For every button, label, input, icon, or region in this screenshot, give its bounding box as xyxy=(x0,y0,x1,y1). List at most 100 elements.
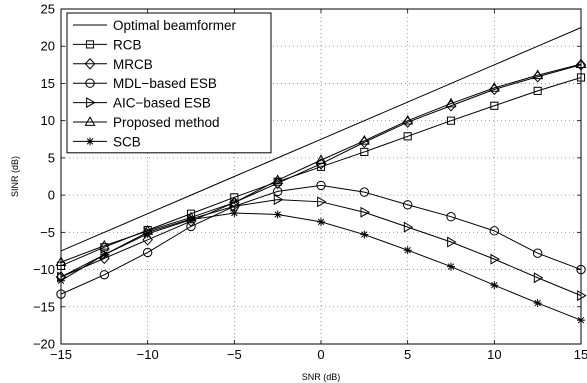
legend-marker xyxy=(85,78,95,88)
legend-entry-2: MRCB xyxy=(73,57,153,72)
data-point xyxy=(99,270,110,280)
x-tick-label: −15 xyxy=(50,347,72,362)
x-tick-label: 15 xyxy=(574,347,587,362)
data-point xyxy=(402,114,414,125)
data-point xyxy=(230,193,239,202)
x-tick-label: 10 xyxy=(487,347,501,362)
data-point xyxy=(447,262,455,271)
data-point xyxy=(488,82,500,92)
legend-entry-3: MDL−based ESB xyxy=(73,76,217,91)
grid xyxy=(61,9,581,344)
data-point xyxy=(315,154,327,164)
data-point xyxy=(532,69,544,80)
data-point xyxy=(360,147,369,157)
star-stroke xyxy=(404,246,411,254)
data-point xyxy=(317,196,327,208)
legend-entry-0: Optimal beamformer xyxy=(73,18,237,33)
data-point xyxy=(490,281,499,290)
y-tick-label: −20 xyxy=(33,337,55,352)
y-tick-label: −10 xyxy=(33,262,55,277)
data-point xyxy=(403,246,412,255)
data-point xyxy=(228,196,240,207)
data-point xyxy=(532,248,543,258)
data-point xyxy=(317,217,325,226)
star-stroke xyxy=(144,230,151,238)
data-point xyxy=(230,208,239,217)
legend-label: RCB xyxy=(113,37,142,52)
series-0 xyxy=(60,27,582,252)
data-point xyxy=(360,230,369,239)
data-point xyxy=(445,97,457,108)
data-point xyxy=(403,132,412,141)
legend-label: Proposed method xyxy=(113,115,220,130)
legend-entry-5: Proposed method xyxy=(73,115,220,130)
y-tick-label: 20 xyxy=(41,39,55,54)
x-tick-label: 5 xyxy=(404,347,411,362)
legend-marker xyxy=(84,116,96,126)
data-point xyxy=(490,253,500,265)
y-tick-label: 25 xyxy=(41,2,55,17)
data-point xyxy=(143,229,152,238)
data-point xyxy=(446,116,456,125)
y-tick-label: −15 xyxy=(33,299,55,314)
legend: Optimal beamformer RCB MRCB MDL−based ESB AI… xyxy=(66,12,272,154)
legend-marker xyxy=(86,97,96,109)
star-stroke xyxy=(101,251,108,258)
data-point xyxy=(359,187,370,197)
series-line xyxy=(60,27,582,252)
y-axis-label: SINR (dB) xyxy=(10,156,20,197)
star-stroke xyxy=(187,216,195,223)
x-tick-label: −5 xyxy=(227,347,242,362)
y-tick-label: 15 xyxy=(41,76,55,91)
data-point xyxy=(533,299,542,308)
data-point xyxy=(273,194,284,206)
legend-label: Optimal beamformer xyxy=(113,18,237,33)
data-point xyxy=(490,101,499,110)
data-point xyxy=(142,247,153,258)
data-point xyxy=(489,226,500,236)
y-tick-label: 10 xyxy=(41,113,55,128)
legend-marker xyxy=(84,58,96,70)
data-point xyxy=(98,239,110,250)
legend-label: AIC−based ESB xyxy=(113,96,211,111)
data-point xyxy=(272,186,283,197)
y-tick-label: 0 xyxy=(48,188,55,203)
data-point xyxy=(446,212,456,222)
data-point xyxy=(187,215,195,224)
legend-marker xyxy=(86,137,94,146)
legend-entry-6: SCB xyxy=(73,134,141,149)
data-point xyxy=(273,210,282,219)
x-tick-label: −10 xyxy=(137,347,159,362)
y-tick-label: −5 xyxy=(40,225,55,240)
legend-entry-1: RCB xyxy=(73,37,142,52)
star-stroke xyxy=(86,138,94,145)
star-stroke xyxy=(231,209,238,217)
data-point xyxy=(57,271,67,283)
data-point xyxy=(315,158,327,170)
data-point xyxy=(577,290,587,302)
data-point xyxy=(403,221,414,233)
y-tick-label: 5 xyxy=(48,150,55,165)
star-stroke xyxy=(317,218,325,226)
data-point xyxy=(447,236,457,248)
legend-label: MDL−based ESB xyxy=(113,76,217,91)
data-point xyxy=(316,180,326,191)
legend-entry-4: AIC−based ESB xyxy=(73,96,211,111)
data-point xyxy=(402,200,413,210)
data-point xyxy=(533,86,542,95)
data-point xyxy=(533,272,544,284)
x-axis-label: SNR (dB) xyxy=(302,372,341,382)
star-stroke xyxy=(491,281,498,289)
data-point xyxy=(360,206,370,218)
series-line xyxy=(60,184,582,295)
data-point xyxy=(100,250,109,259)
star-stroke xyxy=(447,263,455,270)
legend-label: MRCB xyxy=(113,57,153,72)
star-stroke xyxy=(361,231,368,238)
data-point xyxy=(142,233,153,246)
star-stroke xyxy=(534,299,541,307)
star-stroke xyxy=(274,211,281,218)
legend-label: SCB xyxy=(113,134,141,149)
